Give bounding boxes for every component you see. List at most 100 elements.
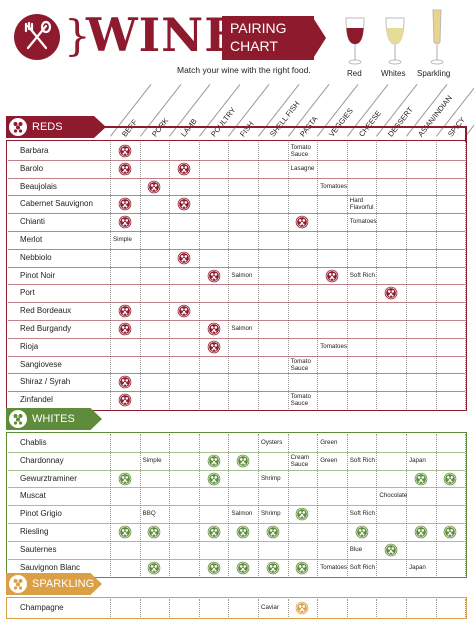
column-divider bbox=[287, 599, 289, 617]
column-divider bbox=[198, 599, 200, 617]
grape-cluster-icon bbox=[147, 561, 161, 575]
wine-name: Gewurztraminer bbox=[20, 473, 77, 483]
grape-cluster-icon bbox=[295, 561, 309, 575]
grape-icon bbox=[9, 118, 27, 136]
pairing-note: Lasagne bbox=[290, 164, 315, 172]
column-divider bbox=[465, 142, 467, 409]
category-label: FISH bbox=[238, 119, 257, 139]
category-label: CHEESE bbox=[356, 108, 383, 139]
grape-cluster-icon bbox=[118, 215, 132, 229]
pairing-note: Soft Rich bbox=[349, 563, 375, 571]
wine-type-label: Whites bbox=[381, 69, 406, 78]
pairing-note: Green bbox=[320, 456, 338, 464]
title-pairing-chart-banner: PAIRING CHART bbox=[222, 16, 314, 60]
grape-cluster-icon bbox=[207, 269, 221, 283]
section-title: REDS bbox=[32, 121, 63, 133]
grape-cluster-icon bbox=[118, 197, 132, 211]
column-divider bbox=[169, 142, 171, 409]
grape-cluster-icon bbox=[384, 543, 398, 557]
section-grid-reds bbox=[6, 140, 468, 411]
wine-name: Sauvignon Blanc bbox=[20, 562, 81, 572]
wine-name: Riesling bbox=[20, 527, 49, 536]
row-divider bbox=[8, 213, 466, 215]
grape-cluster-icon bbox=[118, 375, 132, 389]
pairing-note: Hard Flavorful bbox=[349, 197, 374, 212]
sparkling-wine-glass-icon bbox=[427, 8, 447, 66]
grape-cluster-icon bbox=[325, 269, 339, 283]
column-divider bbox=[110, 142, 111, 409]
wine-name: Champagne bbox=[20, 603, 64, 612]
grape-cluster-icon bbox=[236, 561, 250, 575]
grape-cluster-icon bbox=[207, 454, 221, 468]
column-divider bbox=[346, 599, 348, 617]
grape-cluster-icon bbox=[266, 525, 280, 539]
row-divider bbox=[8, 505, 466, 507]
pairing-note: Tomatoes bbox=[320, 342, 348, 350]
column-divider bbox=[465, 434, 467, 577]
grape-cluster-icon bbox=[118, 162, 132, 176]
column-divider bbox=[465, 599, 467, 617]
row-divider bbox=[8, 451, 466, 453]
category-label: POULTRY bbox=[208, 105, 238, 139]
logo-brace: } bbox=[64, 11, 91, 60]
row-divider bbox=[8, 159, 466, 161]
wine-name: Barolo bbox=[20, 163, 44, 173]
column-divider bbox=[317, 599, 319, 617]
grape-cluster-icon bbox=[118, 525, 132, 539]
pairing-note: Green bbox=[320, 439, 338, 446]
pairing-note: Salmon bbox=[231, 325, 253, 332]
pairing-note: Chocolate bbox=[379, 492, 408, 500]
grape-icon bbox=[9, 410, 27, 428]
wine-name: Shiraz / Syrah bbox=[20, 377, 71, 387]
grape-cluster-icon bbox=[295, 507, 309, 521]
pairing-note: Tomato Sauce bbox=[290, 393, 311, 408]
category-label: SHELL FISH bbox=[268, 99, 302, 139]
wine-name: Sangiovese bbox=[20, 359, 62, 369]
column-divider bbox=[346, 142, 348, 409]
row-divider bbox=[8, 540, 466, 542]
row-divider bbox=[8, 355, 466, 357]
column-divider bbox=[198, 142, 200, 409]
grape-cluster-icon bbox=[443, 525, 457, 539]
wine-name: Cabernet Sauvignon bbox=[20, 199, 93, 209]
grape-cluster-icon bbox=[236, 525, 250, 539]
column-divider bbox=[228, 599, 230, 617]
grape-cluster-icon bbox=[177, 251, 191, 265]
grape-cluster-icon bbox=[147, 180, 161, 194]
wine-name: Merlot bbox=[20, 235, 43, 244]
column-divider bbox=[317, 142, 319, 409]
wine-name: Rioja bbox=[20, 341, 39, 351]
title-wine: WINE bbox=[86, 8, 241, 62]
wine-name: Beaujolais bbox=[20, 181, 57, 191]
grape-cluster-icon bbox=[118, 322, 132, 336]
column-divider bbox=[110, 599, 111, 617]
row-divider bbox=[8, 302, 466, 304]
grape-cluster-icon bbox=[177, 304, 191, 318]
row-divider bbox=[8, 266, 466, 268]
section-grid-sparkling bbox=[6, 597, 468, 619]
wine-name: Zinfandel bbox=[20, 395, 53, 405]
grape-cluster-icon bbox=[118, 144, 132, 158]
title-chart: CHART bbox=[230, 38, 278, 54]
wine-name: Pinot Noir bbox=[20, 270, 56, 280]
row-divider bbox=[8, 284, 466, 286]
fork-and-glass-logo-icon bbox=[14, 14, 60, 60]
section-header-reds: REDS bbox=[6, 116, 106, 138]
grape-cluster-icon bbox=[384, 286, 398, 300]
grape-cluster-icon bbox=[177, 162, 191, 176]
pairing-note: Simple bbox=[142, 456, 162, 464]
grid-top-rule bbox=[100, 126, 468, 128]
grape-cluster-icon bbox=[118, 393, 132, 407]
grid-right-rule bbox=[465, 126, 467, 142]
pairing-note: Salmon bbox=[231, 510, 253, 518]
column-divider bbox=[258, 142, 259, 409]
red-wine-glass-icon bbox=[345, 8, 365, 66]
wine-type-label: Sparkling bbox=[417, 69, 451, 78]
wine-name: Red Bordeaux bbox=[20, 306, 72, 316]
grape-cluster-icon bbox=[177, 197, 191, 211]
pairing-note: Oysters bbox=[261, 439, 283, 446]
category-label: VEGGIES bbox=[327, 106, 356, 139]
pairing-note: Tomato Sauce bbox=[290, 357, 311, 372]
section-header-whites: WHITES bbox=[6, 408, 102, 430]
pairing-note: Simple bbox=[113, 236, 132, 243]
